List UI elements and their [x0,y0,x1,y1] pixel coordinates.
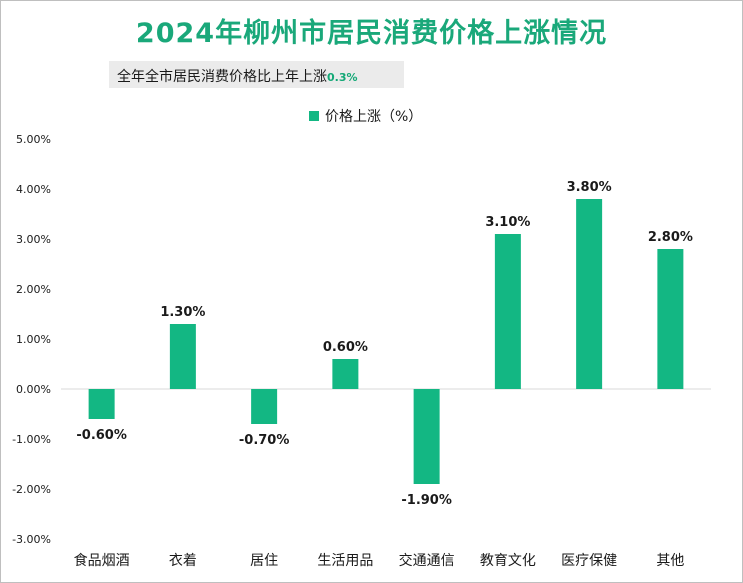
category-label: 食品烟酒 [74,552,130,569]
data-label: 3.10% [485,215,530,230]
y-tick-label: -1.00% [12,433,51,446]
subtitle: 全年全市居民消费价格比上年上涨0.3% [117,66,358,86]
y-tick-label: 3.00% [16,233,51,246]
data-label: -0.70% [239,433,290,448]
subtitle-label: 全年全市居民消费价格比上年上涨 [117,69,327,85]
y-tick-label: -2.00% [12,483,51,496]
category-label: 居住 [250,553,278,569]
data-label: 2.80% [648,230,693,245]
bar [332,359,359,389]
data-label: 0.60% [323,340,368,355]
legend-label: 价格上涨（%） [325,109,423,125]
subtitle-value: 0.3% [327,71,358,84]
bar [413,389,440,484]
category-label: 教育文化 [480,553,536,569]
y-tick-label: -3.00% [12,533,51,546]
legend-swatch [309,111,319,121]
data-label: 3.80% [567,180,612,195]
data-label: -1.90% [401,493,452,508]
data-label: 1.30% [160,305,205,320]
y-tick-label: 1.00% [16,333,51,346]
subtitle-box: 全年全市居民消费价格比上年上涨0.3% [109,61,404,88]
y-tick-label: 5.00% [16,133,51,146]
bar [657,249,684,389]
bar [576,199,603,389]
y-tick-label: 2.00% [16,283,51,296]
legend: 价格上涨（%） [309,107,422,125]
data-label: -0.60% [76,428,127,443]
category-label: 其他 [656,553,684,569]
bar [88,389,115,419]
bar [169,324,196,389]
y-tick-label: 0.00% [16,383,51,396]
category-label: 交通通信 [399,552,455,569]
chart-title: 2024年柳州市居民消费价格上涨情况 [135,18,608,49]
bar [251,389,278,424]
bar [494,234,521,389]
category-label: 生活用品 [317,553,373,569]
category-label: 医疗保健 [561,553,617,569]
category-label: 衣着 [169,553,197,569]
y-tick-label: 4.00% [16,183,51,196]
